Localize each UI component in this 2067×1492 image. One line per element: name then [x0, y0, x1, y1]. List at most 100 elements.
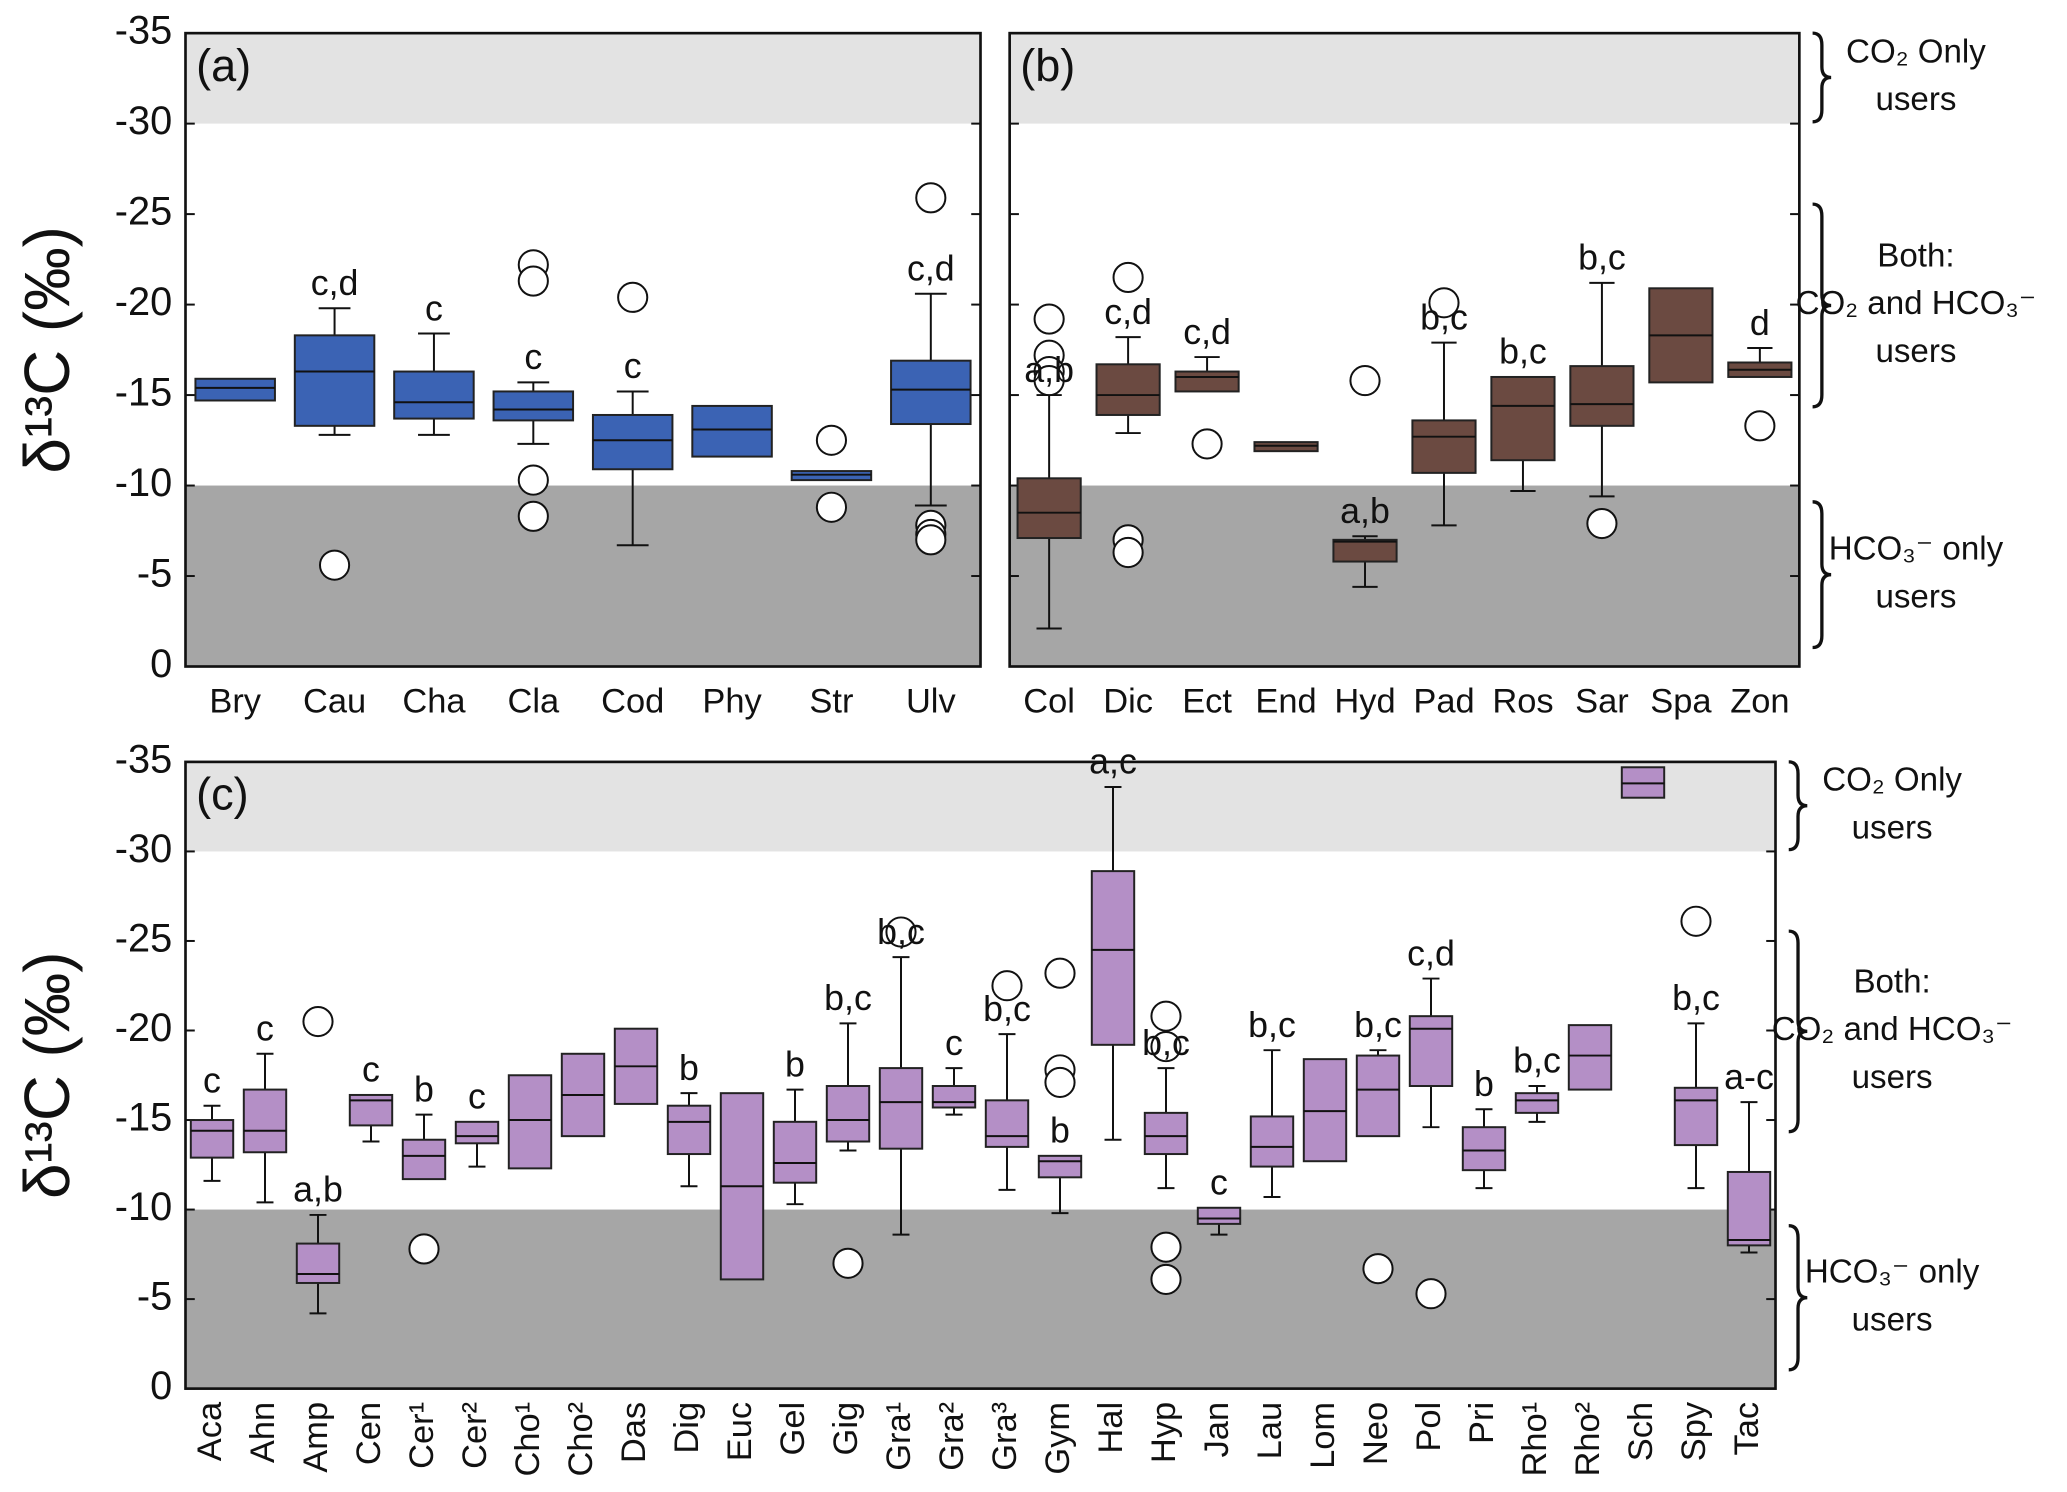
x-tick-label: Gra¹	[880, 1402, 918, 1471]
region-brace	[1788, 760, 1808, 852]
x-tick-label: Ros	[1492, 683, 1553, 721]
y-tick-label: -10	[115, 1185, 172, 1229]
outlier	[517, 265, 549, 297]
outlier	[617, 281, 649, 313]
region-annotation: users	[1852, 809, 1933, 846]
x-tick-label: Cha	[402, 683, 466, 721]
x-tick-label: Cer²	[456, 1402, 494, 1469]
significance-label: c	[362, 1050, 380, 1090]
x-tick-label: Hyd	[1334, 683, 1395, 721]
x-tick-label: Gym	[1039, 1402, 1077, 1475]
region-band	[185, 33, 981, 124]
box	[295, 1242, 341, 1284]
region-annotation: users	[1852, 1301, 1933, 1338]
region-brace	[1812, 500, 1832, 650]
y-tick-label: -30	[115, 827, 172, 871]
box	[189, 1119, 235, 1159]
box	[507, 1074, 553, 1170]
significance-label: c	[425, 288, 443, 328]
x-tick-label: Pad	[1413, 683, 1474, 721]
box	[293, 334, 376, 427]
x-tick-label: Lom	[1304, 1402, 1342, 1469]
x-tick-label: Ect	[1182, 683, 1232, 721]
y-axis-title: δ¹³C (‰)	[12, 952, 83, 1199]
outlier	[1033, 303, 1065, 335]
outlier	[1033, 365, 1065, 397]
region-brace	[1812, 31, 1832, 124]
outlier	[815, 491, 848, 523]
significance-label: b,c	[1420, 297, 1468, 337]
significance-label: b	[785, 1044, 805, 1084]
y-tick-label: -20	[115, 280, 172, 324]
x-tick-label: Bry	[209, 683, 261, 721]
x-tick-label: Cho²	[562, 1402, 600, 1477]
x-tick-label: Gra³	[986, 1402, 1024, 1471]
region-annotation: HCO₃⁻ only	[1805, 1254, 1980, 1291]
y-tick-label: -5	[137, 552, 172, 596]
x-tick-label: Cen	[350, 1402, 388, 1465]
x-tick-label: Str	[809, 683, 853, 721]
box	[194, 377, 276, 402]
box	[492, 390, 575, 422]
box	[1411, 419, 1477, 474]
box	[1567, 1024, 1613, 1091]
region-annotation: CO₂ and HCO₃⁻	[1772, 1011, 2013, 1048]
significance-label: c,d	[1104, 292, 1152, 332]
x-tick-label: Aca	[191, 1401, 229, 1461]
box	[1196, 1206, 1242, 1225]
box	[1673, 1086, 1719, 1147]
x-tick-label: Spa	[1650, 683, 1712, 721]
outlier	[1150, 1263, 1182, 1295]
plot-frame	[184, 760, 1777, 1390]
box	[1016, 477, 1082, 540]
outlier	[1150, 1000, 1182, 1032]
significance-label: b,c	[1672, 978, 1720, 1018]
region-annotation: users	[1875, 578, 1956, 615]
box	[1514, 1092, 1560, 1114]
significance-label: a,b	[1024, 350, 1074, 390]
outlier	[1112, 261, 1144, 294]
y-tick-label: -5	[137, 1275, 172, 1319]
y-tick-label: -30	[115, 99, 172, 143]
outlier	[1112, 536, 1144, 569]
x-tick-label: Rho²	[1569, 1402, 1607, 1477]
x-tick-label: Cau	[303, 683, 366, 721]
box	[1461, 1126, 1507, 1172]
outlier	[915, 182, 947, 214]
box	[1332, 538, 1398, 563]
significance-label: c,d	[1407, 933, 1455, 973]
region-band	[1009, 33, 1800, 124]
significance-label: a,b	[1340, 491, 1390, 531]
x-tick-label: Gig	[827, 1402, 865, 1456]
x-tick-label: Cla	[507, 683, 560, 721]
x-tick-label: Spy	[1675, 1401, 1713, 1461]
box	[1095, 363, 1161, 416]
y-tick-label: 0	[150, 1364, 172, 1408]
y-tick-label: -35	[115, 737, 172, 781]
region-annotation: CO₂ Only	[1822, 762, 1962, 799]
box	[984, 1099, 1030, 1148]
region-band	[185, 1209, 1776, 1389]
significance-label: b,c	[1354, 1005, 1402, 1045]
outlier	[408, 1233, 440, 1265]
significance-label: c	[468, 1077, 486, 1117]
outlier	[1415, 1278, 1447, 1310]
outlier	[1044, 957, 1076, 989]
region-annotation: users	[1875, 333, 1956, 370]
x-tick-label: Hyp	[1145, 1402, 1183, 1463]
box	[825, 1085, 871, 1143]
outlier	[1044, 1066, 1076, 1098]
box	[931, 1085, 977, 1109]
significance-label: b,c	[1142, 1023, 1190, 1063]
significance-label: c	[524, 337, 542, 377]
box	[591, 413, 674, 471]
region-annotation: CO₂ Only	[1846, 33, 1986, 70]
x-tick-label: Amp	[297, 1402, 335, 1473]
outlier	[815, 424, 848, 456]
outlier	[832, 1247, 864, 1279]
significance-label: c,d	[311, 263, 359, 303]
region-annotation: Both:	[1853, 963, 1930, 1000]
significance-label: b	[1474, 1064, 1494, 1104]
significance-label: c	[203, 1060, 221, 1100]
panel-label: (b)	[1020, 40, 1075, 91]
